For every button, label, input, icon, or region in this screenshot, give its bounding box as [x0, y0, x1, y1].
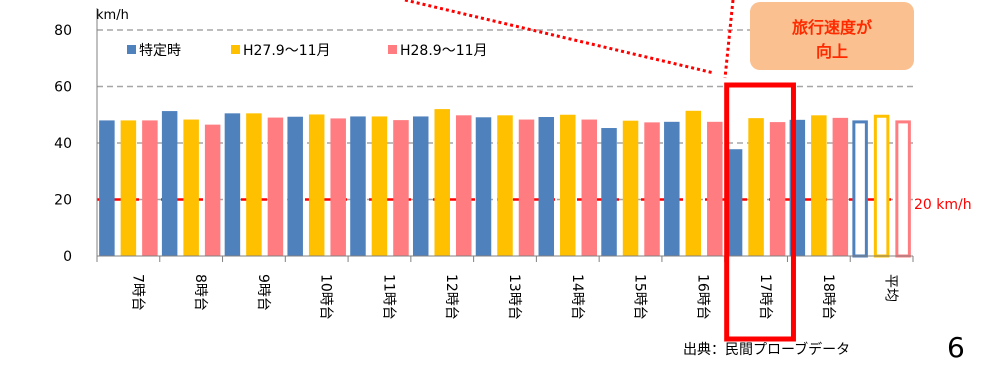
bar	[455, 115, 472, 256]
callout-pointer	[404, 0, 715, 75]
reference-line-label: 20 km/h	[914, 197, 972, 213]
x-category-label: 12時台	[443, 274, 459, 320]
bar	[204, 124, 221, 256]
legend-label: 特定時	[139, 43, 181, 59]
source-note: 出典：民間プローブデータ	[683, 341, 850, 358]
bar	[811, 115, 827, 256]
x-category-label: 17時台	[757, 274, 773, 320]
bar	[748, 118, 764, 256]
bar	[412, 116, 429, 256]
y-tick-label: 0	[63, 249, 72, 265]
bar	[895, 120, 911, 258]
bar	[769, 122, 786, 256]
bar	[142, 120, 158, 257]
axes	[96, 8, 914, 262]
bar	[581, 119, 598, 257]
callout-pointer	[723, 0, 735, 79]
bar	[601, 128, 617, 256]
bar	[685, 110, 702, 256]
bar	[852, 120, 868, 258]
x-category-label: 15時台	[632, 274, 648, 320]
x-category-label: 11時台	[380, 274, 396, 320]
x-category-label: 9時台	[255, 274, 271, 311]
legend-swatch	[231, 45, 240, 54]
bar	[664, 121, 680, 256]
callout-text: 向上	[816, 42, 848, 61]
bar	[308, 114, 325, 256]
bar	[560, 114, 576, 256]
bar	[224, 113, 241, 257]
y-tick-label: 60	[54, 80, 72, 96]
x-category-label: 18時台	[820, 274, 836, 320]
bar	[622, 120, 639, 257]
callout-box	[750, 2, 914, 70]
bar	[99, 120, 115, 257]
highlight-box	[724, 82, 796, 342]
x-category-label: 16時台	[694, 274, 710, 320]
bars	[99, 109, 911, 258]
x-category-label: 10時台	[318, 274, 334, 320]
bar	[120, 120, 137, 257]
x-category-label: 平均	[883, 274, 899, 302]
x-category-label: 14時台	[569, 274, 585, 320]
bar	[161, 111, 178, 256]
bar	[538, 117, 555, 256]
bar	[267, 117, 284, 256]
legend-swatch	[388, 45, 397, 54]
y-tick-labels: 0 20 40 60 80	[54, 23, 72, 265]
callout-text: 旅行速度が	[792, 18, 872, 37]
bar	[350, 116, 366, 256]
x-category-label: 7時台	[129, 274, 145, 311]
bar	[644, 122, 660, 256]
bar	[287, 116, 303, 256]
bar	[707, 121, 723, 256]
legend-swatch	[127, 45, 136, 54]
bar	[497, 115, 513, 256]
legend: 特定時 H27.9～11月 H28.9～11月	[127, 43, 488, 59]
category-labels: 7時台 8時台 9時台 10時台 11時台 12時台 13時台 14時台 15時台 16時台 17時…	[129, 274, 898, 320]
bar	[434, 109, 450, 256]
x-category-label: 8時台	[192, 274, 208, 311]
highlight-group	[724, 82, 796, 342]
y-tick-label: 40	[54, 136, 72, 152]
bar	[726, 149, 743, 256]
bar	[832, 117, 849, 256]
bar	[873, 114, 890, 258]
legend-label: H27.9～11月	[243, 43, 331, 59]
bar	[371, 116, 388, 256]
y-tick-label: 80	[54, 23, 72, 39]
bar	[518, 119, 535, 257]
bar	[475, 117, 492, 256]
bar	[246, 113, 262, 257]
legend-label: H28.9～11月	[400, 43, 488, 59]
bar	[183, 119, 199, 257]
bar	[330, 118, 346, 256]
y-axis-unit: km/h	[96, 8, 129, 23]
y-tick-label: 20	[54, 193, 72, 209]
page-number: 6	[947, 331, 965, 364]
x-category-label: 13時台	[506, 274, 522, 320]
bar	[393, 120, 409, 257]
